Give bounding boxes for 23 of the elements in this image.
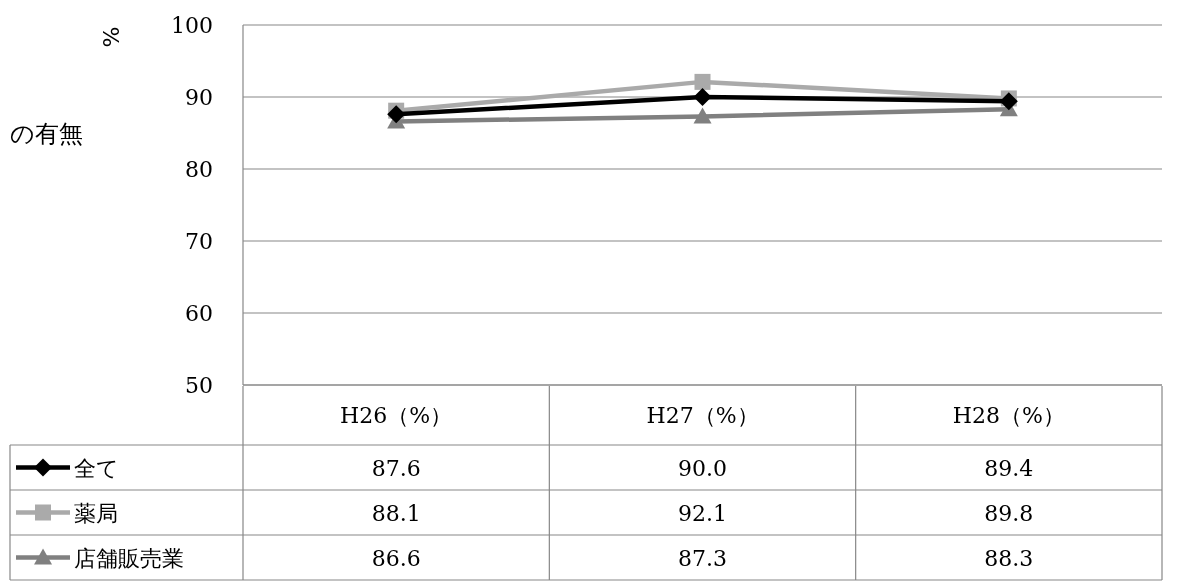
data-label: 88.1 xyxy=(371,500,421,526)
y-tick-label: 70 xyxy=(185,229,213,254)
data-label: 89.4 xyxy=(984,455,1034,481)
data-label: 89.8 xyxy=(984,500,1034,526)
legend-label: 全て xyxy=(74,455,119,481)
x-tick-label: H28（%） xyxy=(952,403,1065,428)
data-label: 87.3 xyxy=(678,545,727,571)
data-label: 88.3 xyxy=(984,545,1034,571)
y-tick-label: 80 xyxy=(185,157,213,182)
data-label: 86.6 xyxy=(371,545,421,571)
data-label: 92.1 xyxy=(678,500,727,526)
legend-label: 薬局 xyxy=(74,500,118,526)
data-label: 90.0 xyxy=(678,455,727,481)
x-tick-label: H26（%） xyxy=(340,403,453,428)
y-tick-label: 60 xyxy=(185,301,213,326)
data-label: 87.6 xyxy=(371,455,421,481)
y-tick-label: 50 xyxy=(185,373,213,398)
y-axis-title: % xyxy=(98,26,123,48)
y-tick-label: 90 xyxy=(185,85,213,110)
x-tick-label: H27（%） xyxy=(646,403,759,428)
legend-label: 店舗販売業 xyxy=(74,545,184,571)
text: の有無 xyxy=(10,120,83,148)
y-tick-label: 100 xyxy=(171,13,213,38)
